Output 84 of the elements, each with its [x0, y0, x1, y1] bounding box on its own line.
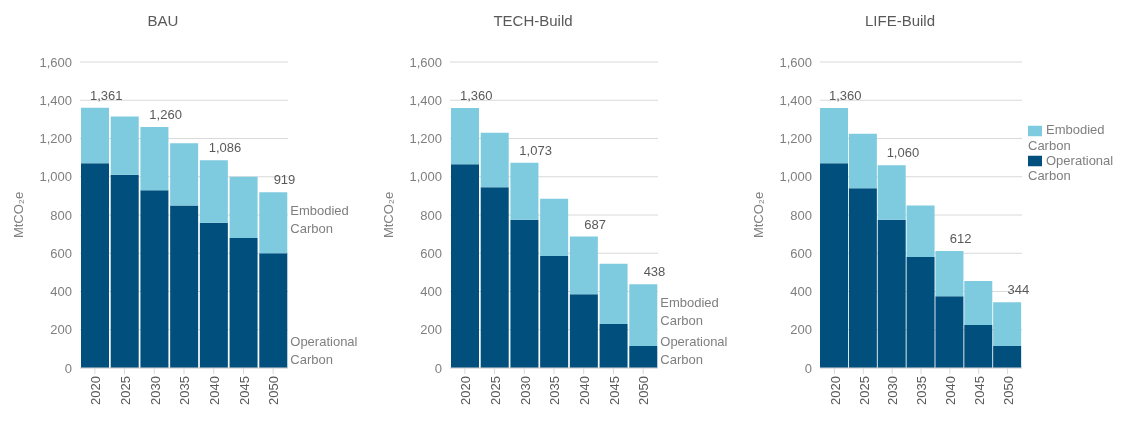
y-tick-label: 0	[64, 360, 72, 376]
bar	[540, 198, 569, 257]
y-axis-title: MtCO₂e	[750, 191, 766, 239]
x-tick-label: 2030	[517, 376, 533, 405]
bar	[81, 107, 109, 164]
y-tick-label: 1,600	[409, 54, 442, 70]
bar	[199, 160, 228, 223]
total-label: 1,360	[828, 87, 862, 103]
x-tick-label: 2020	[827, 376, 843, 405]
total-label: 612	[949, 230, 972, 246]
y-tick-label: 800	[50, 207, 72, 223]
legend-label: Operational Carbon	[1028, 152, 1114, 184]
x-tick-label: 2025	[117, 376, 133, 405]
total-label: 1,086	[208, 140, 242, 156]
y-tick-label: 600	[790, 245, 812, 261]
y-tick-label: 200	[420, 322, 442, 338]
y-tick-label: 1,400	[779, 92, 812, 108]
x-tick-label: 2040	[206, 376, 222, 405]
y-tick-label: 200	[50, 322, 72, 338]
x-tick-label: 2045	[971, 376, 987, 405]
series-label: Operational Carbon	[660, 334, 728, 367]
legend-label: Embodied Carbon	[1028, 122, 1105, 153]
y-tick-label: 800	[420, 207, 442, 223]
bar	[451, 107, 479, 165]
x-tick-label: 2025	[487, 376, 503, 405]
chart-title: TECH-Build	[492, 11, 574, 31]
x-tick-label: 2035	[547, 376, 563, 405]
y-axis-title: MtCO₂e	[380, 191, 396, 239]
y-tick-label: 1,000	[779, 169, 812, 185]
chart-title: BAU	[146, 11, 180, 31]
bar	[569, 294, 598, 368]
series-label: Embodied Carbon	[290, 202, 349, 236]
y-tick-label: 1,000	[39, 169, 72, 185]
y-tick-label: 800	[790, 207, 812, 223]
x-tick-label: 2030	[885, 376, 901, 405]
total-label: 438	[643, 264, 666, 280]
bar	[170, 205, 199, 368]
y-tick-label: 1,600	[779, 54, 812, 70]
y-tick-label: 1,200	[409, 131, 442, 147]
bar	[199, 222, 228, 368]
x-tick-label: 2045	[236, 376, 252, 405]
x-tick-label: 2050	[636, 376, 652, 405]
series-label: Embodied Carbon	[660, 295, 719, 329]
y-tick-label: 1,000	[409, 169, 442, 185]
y-tick-label: 1,600	[39, 54, 72, 70]
x-tick-label: 2025	[856, 376, 872, 405]
total-label: 1,260	[149, 107, 182, 123]
bar	[170, 143, 199, 206]
x-tick-label: 2045	[606, 376, 622, 405]
y-tick-label: 200	[790, 322, 812, 338]
total-label: 1,360	[459, 87, 493, 103]
bar	[569, 236, 598, 295]
bar	[81, 163, 109, 368]
x-tick-label: 2020	[458, 376, 474, 405]
y-tick-label: 0	[804, 360, 812, 376]
total-label: 1,060	[886, 145, 920, 161]
y-tick-label: 1,400	[409, 92, 442, 108]
chart-title: LIFE-Build	[864, 11, 936, 31]
total-label: 687	[584, 216, 606, 232]
y-axis-title: MtCO₂e	[10, 191, 26, 239]
y-tick-label: 400	[790, 284, 812, 300]
x-tick-label: 2035	[914, 376, 930, 405]
x-tick-label: 2020	[88, 376, 104, 405]
y-tick-label: 400	[50, 284, 72, 300]
x-tick-label: 2030	[147, 376, 163, 405]
x-tick-label: 2050	[266, 376, 282, 405]
x-tick-label: 2050	[1000, 376, 1016, 405]
total-label: 1,073	[519, 142, 552, 158]
total-label: 1,361	[89, 87, 123, 103]
total-label: 919	[273, 172, 296, 188]
y-tick-label: 0	[434, 360, 442, 376]
y-tick-label: 1,400	[39, 92, 72, 108]
bar	[540, 256, 569, 368]
y-tick-label: 600	[420, 245, 442, 261]
series-label: Operational Carbon	[290, 334, 358, 367]
x-tick-label: 2040	[576, 376, 592, 405]
x-tick-label: 2035	[177, 376, 193, 405]
y-tick-label: 600	[50, 245, 72, 261]
y-tick-label: 1,200	[39, 131, 72, 147]
y-tick-label: 1,200	[779, 131, 812, 147]
total-label: 344	[1007, 282, 1030, 298]
y-tick-label: 400	[420, 284, 442, 300]
x-tick-label: 2040	[943, 376, 959, 405]
bar	[451, 164, 479, 368]
